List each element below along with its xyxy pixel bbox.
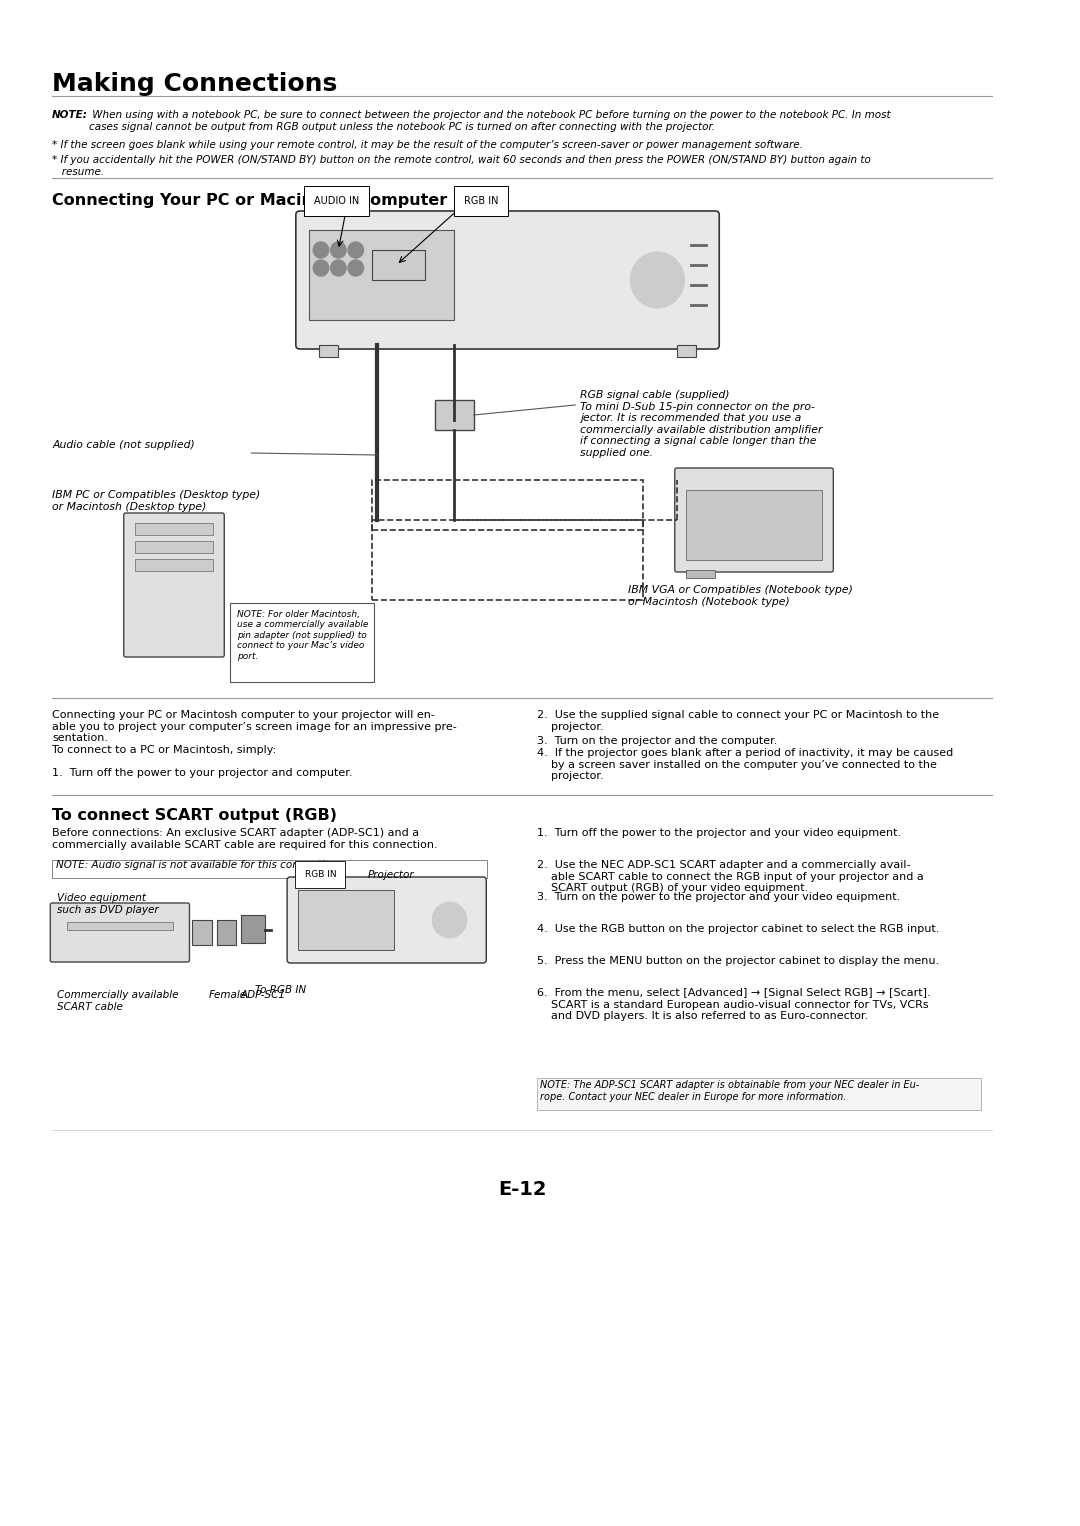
Bar xyxy=(135,523,213,536)
Text: Before connections: An exclusive SCART adapter (ADP-SC1) and a
commercially avai: Before connections: An exclusive SCART a… xyxy=(52,829,437,850)
FancyBboxPatch shape xyxy=(296,211,719,349)
Bar xyxy=(373,520,643,600)
Bar xyxy=(67,922,173,929)
Bar xyxy=(319,345,338,357)
Text: Making Connections: Making Connections xyxy=(52,72,337,96)
Text: 3.  Turn on the projector and the computer.: 3. Turn on the projector and the compute… xyxy=(537,736,777,746)
Bar xyxy=(687,490,822,560)
Text: NOTE: For older Macintosh,
use a commercially available
pin adapter (not supplie: NOTE: For older Macintosh, use a commerc… xyxy=(237,610,368,661)
FancyBboxPatch shape xyxy=(675,468,834,572)
Bar xyxy=(52,861,487,877)
Text: E-12: E-12 xyxy=(498,1180,546,1199)
Bar xyxy=(135,559,213,571)
Text: RGB signal cable (supplied)
To mini D-Sub 15-pin connector on the pro-
jector. I: RGB signal cable (supplied) To mini D-Su… xyxy=(580,391,823,458)
Text: NOTE:: NOTE: xyxy=(52,110,89,121)
Text: NOTE: Audio signal is not available for this connection.: NOTE: Audio signal is not available for … xyxy=(56,861,341,870)
Bar xyxy=(192,920,212,945)
Circle shape xyxy=(330,243,346,258)
Text: * If the screen goes blank while using your remote control, it may be the result: * If the screen goes blank while using y… xyxy=(52,140,804,150)
Circle shape xyxy=(432,902,467,938)
Text: 4.  If the projector goes blank after a period of inactivity, it may be caused
 : 4. If the projector goes blank after a p… xyxy=(537,748,953,781)
Text: AUDIO IN: AUDIO IN xyxy=(314,195,360,206)
Bar xyxy=(687,571,715,578)
Bar xyxy=(677,345,696,357)
Text: RGB IN: RGB IN xyxy=(464,195,499,206)
FancyBboxPatch shape xyxy=(124,513,225,658)
FancyBboxPatch shape xyxy=(287,877,486,963)
Text: 6.  From the menu, select [Advanced] → [Signal Select RGB] → [Scart].
    SCART : 6. From the menu, select [Advanced] → [S… xyxy=(537,987,930,1021)
Circle shape xyxy=(313,243,328,258)
Text: Commercially available: Commercially available xyxy=(57,990,178,1000)
Text: 3.  Turn on the power to the projector and your video equipment.: 3. Turn on the power to the projector an… xyxy=(537,893,900,902)
Text: 1.  Turn off the power to the projector and your video equipment.: 1. Turn off the power to the projector a… xyxy=(537,829,901,838)
Bar xyxy=(537,1077,982,1109)
Text: 4.  Use the RGB button on the projector cabinet to select the RGB input.: 4. Use the RGB button on the projector c… xyxy=(537,925,939,934)
Circle shape xyxy=(313,259,328,276)
Text: 5.  Press the MENU button on the projector cabinet to display the menu.: 5. Press the MENU button on the projecto… xyxy=(537,955,939,966)
Text: Female: Female xyxy=(208,990,247,1000)
Text: SCART cable: SCART cable xyxy=(57,1003,123,1012)
Circle shape xyxy=(348,259,364,276)
Text: Video equipment
such as DVD player: Video equipment such as DVD player xyxy=(57,893,159,914)
Bar xyxy=(309,230,455,320)
Bar xyxy=(373,250,426,279)
Text: Connecting your PC or Macintosh computer to your projector will en-
able you to : Connecting your PC or Macintosh computer… xyxy=(52,710,457,755)
Text: 2.  Use the NEC ADP-SC1 SCART adapter and a commercially avail-
    able SCART c: 2. Use the NEC ADP-SC1 SCART adapter and… xyxy=(537,861,923,893)
Circle shape xyxy=(348,243,364,258)
Text: IBM PC or Compatibles (Desktop type)
or Macintosh (Desktop type): IBM PC or Compatibles (Desktop type) or … xyxy=(52,490,260,511)
Bar xyxy=(217,920,235,945)
Text: When using with a notebook PC, be sure to connect between the projector and the : When using with a notebook PC, be sure t… xyxy=(89,110,891,131)
Circle shape xyxy=(330,259,346,276)
Bar xyxy=(435,400,474,430)
Bar xyxy=(298,890,394,951)
Text: ADP-SC1: ADP-SC1 xyxy=(241,990,286,1000)
Text: 2.  Use the supplied signal cable to connect your PC or Macintosh to the
    pro: 2. Use the supplied signal cable to conn… xyxy=(537,710,939,731)
FancyBboxPatch shape xyxy=(230,603,374,682)
Text: Audio cable (not supplied): Audio cable (not supplied) xyxy=(52,439,195,450)
Text: RGB IN: RGB IN xyxy=(305,870,336,879)
Circle shape xyxy=(631,252,685,308)
FancyBboxPatch shape xyxy=(51,903,189,961)
Bar xyxy=(241,916,265,943)
Text: To RGB IN: To RGB IN xyxy=(255,984,307,995)
Text: 1.  Turn off the power to your projector and computer.: 1. Turn off the power to your projector … xyxy=(52,768,353,778)
Bar xyxy=(135,542,213,552)
Bar xyxy=(373,481,643,530)
Text: IBM VGA or Compatibles (Notebook type)
or Macintosh (Notebook type): IBM VGA or Compatibles (Notebook type) o… xyxy=(629,584,853,607)
Text: Projector: Projector xyxy=(367,870,414,881)
Text: * If you accidentally hit the POWER (ON/STAND BY) button on the remote control, : * If you accidentally hit the POWER (ON/… xyxy=(52,156,872,177)
Text: To connect SCART output (RGB): To connect SCART output (RGB) xyxy=(52,807,337,823)
Text: Connecting Your PC or Macintosh Computer: Connecting Your PC or Macintosh Computer xyxy=(52,192,447,208)
Text: NOTE: The ADP-SC1 SCART adapter is obtainable from your NEC dealer in Eu-
rope. : NOTE: The ADP-SC1 SCART adapter is obtai… xyxy=(540,1080,920,1102)
